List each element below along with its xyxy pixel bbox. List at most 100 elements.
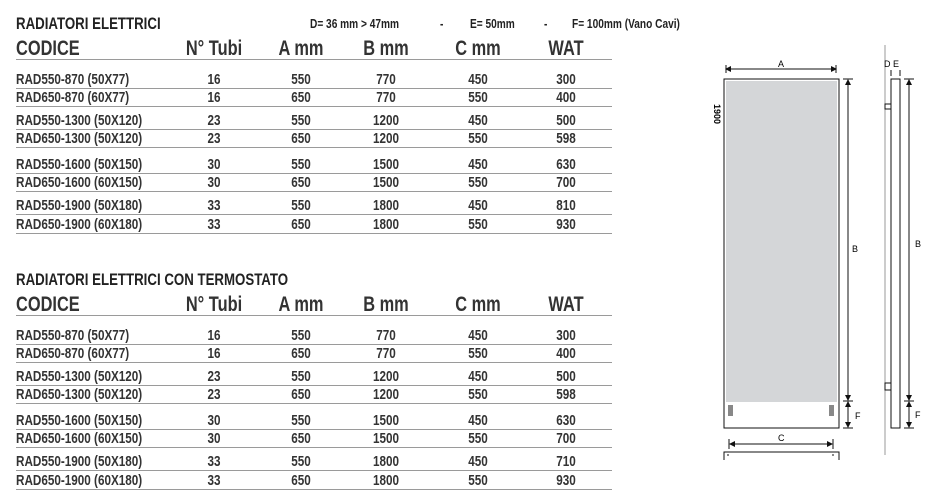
table-cell: 500 (556, 112, 576, 129)
table-title: RADIATORI ELETTRICI (16, 14, 161, 33)
column-header: C mm (455, 37, 501, 60)
table-cell: 650 (291, 89, 311, 106)
column-header: A mm (278, 37, 324, 60)
dim-d: D= 36 mm > 47mm (310, 16, 400, 31)
radiator-side (890, 78, 901, 429)
dim-e-label: E (893, 59, 899, 69)
row-divider (16, 344, 612, 345)
table-cell: 700 (556, 430, 576, 447)
row-divider (16, 429, 612, 430)
dim-f: F= 100mm (Vano Cavi) (572, 16, 680, 31)
table-cell: 550 (468, 89, 488, 106)
table-cell: 550 (468, 345, 488, 362)
connector-right (829, 405, 834, 416)
table-cell: 33 (207, 197, 221, 214)
table-cell: 550 (468, 430, 488, 447)
table-cell: 450 (468, 453, 488, 470)
table-cell: 930 (556, 216, 576, 233)
table-cell: 16 (207, 327, 221, 344)
table-cell: 30 (207, 430, 221, 447)
table-cell: 30 (207, 156, 221, 173)
table-cell: 450 (468, 112, 488, 129)
table-cell: 300 (556, 327, 576, 344)
connector-left (728, 405, 733, 416)
table-cell: 1800 (372, 472, 400, 489)
dim-e: E= 50mm (470, 16, 515, 31)
table-cell: 1500 (372, 156, 400, 173)
table-cell: 30 (207, 412, 221, 429)
product-code: RAD550-870 (50X77) (16, 327, 130, 344)
table-title: RADIATORI ELETTRICI CON TERMOSTATO (16, 270, 289, 289)
table-cell: 650 (291, 386, 311, 403)
table-cell: 450 (468, 327, 488, 344)
dim-f-label: F (855, 411, 861, 421)
divider (16, 59, 612, 60)
product-code: RAD550-1600 (50X150) (16, 412, 143, 429)
product-code: RAD550-1900 (50X180) (16, 197, 143, 214)
table-cell: 23 (207, 386, 221, 403)
table-cell: 400 (556, 345, 576, 362)
table-cell: 1800 (372, 197, 400, 214)
table-cell: 1200 (372, 130, 400, 147)
table-cell: 1200 (372, 112, 400, 129)
table-cell: 1800 (372, 216, 400, 233)
column-header: WAT (548, 293, 584, 316)
table-cell: 550 (468, 174, 488, 191)
product-code: RAD550-1300 (50X120) (16, 112, 143, 129)
column-header: WAT (548, 37, 584, 60)
product-code: RAD650-1300 (50X120) (16, 130, 143, 147)
table-cell: 650 (291, 130, 311, 147)
table-cell: 23 (207, 130, 221, 147)
table-cell: 300 (556, 71, 576, 88)
product-code: RAD650-870 (60X77) (16, 345, 130, 362)
product-code: RAD550-870 (50X77) (16, 71, 130, 88)
product-code: RAD550-1300 (50X120) (16, 368, 143, 385)
table-cell: 710 (556, 453, 576, 470)
radiator-drawing: 1900 A B F C D E B F (712, 45, 921, 460)
side-b-label: B (915, 239, 921, 249)
row-divider (16, 385, 612, 386)
row-divider (16, 214, 612, 215)
table-cell: 30 (207, 174, 221, 191)
row-divider (16, 147, 612, 148)
table-cell: 700 (556, 174, 576, 191)
table-cell: 33 (207, 216, 221, 233)
table-cell: 1200 (372, 368, 400, 385)
product-code: RAD650-1900 (60X180) (16, 472, 143, 489)
table-cell: 930 (556, 472, 576, 489)
table-cell: 650 (291, 472, 311, 489)
table-cell: 650 (291, 345, 311, 362)
dim-a-label: A (778, 59, 784, 69)
row-divider (16, 489, 612, 490)
table-cell: 1800 (372, 453, 400, 470)
column-header: B mm (363, 293, 409, 316)
table-cell: 550 (468, 472, 488, 489)
table-cell: 810 (556, 197, 576, 214)
table-cell: 550 (468, 386, 488, 403)
table-cell: 550 (291, 112, 311, 129)
column-header: CODICE (16, 293, 80, 316)
table-cell: 630 (556, 156, 576, 173)
table-cell: 550 (291, 412, 311, 429)
table-cell: 770 (376, 89, 396, 106)
product-code: RAD650-870 (60X77) (16, 89, 130, 106)
table-cell: 550 (468, 130, 488, 147)
table-cell: 550 (291, 71, 311, 88)
product-code: RAD550-1600 (50X150) (16, 156, 143, 173)
table-cell: 16 (207, 89, 221, 106)
table-cell: 650 (291, 216, 311, 233)
table-cell: 550 (291, 453, 311, 470)
column-header: N° Tubi (185, 293, 243, 316)
table-cell: 630 (556, 412, 576, 429)
table-cell: 550 (291, 368, 311, 385)
row-divider (16, 362, 612, 363)
column-header: N° Tubi (185, 37, 243, 60)
table-cell: 1500 (372, 412, 400, 429)
table-cell: 16 (207, 345, 221, 362)
table-cell: 650 (291, 430, 311, 447)
table-cell: 450 (468, 368, 488, 385)
column-header: B mm (363, 37, 409, 60)
side-f-label: F (915, 410, 921, 420)
column-header: C mm (455, 293, 501, 316)
row-divider (16, 403, 612, 404)
